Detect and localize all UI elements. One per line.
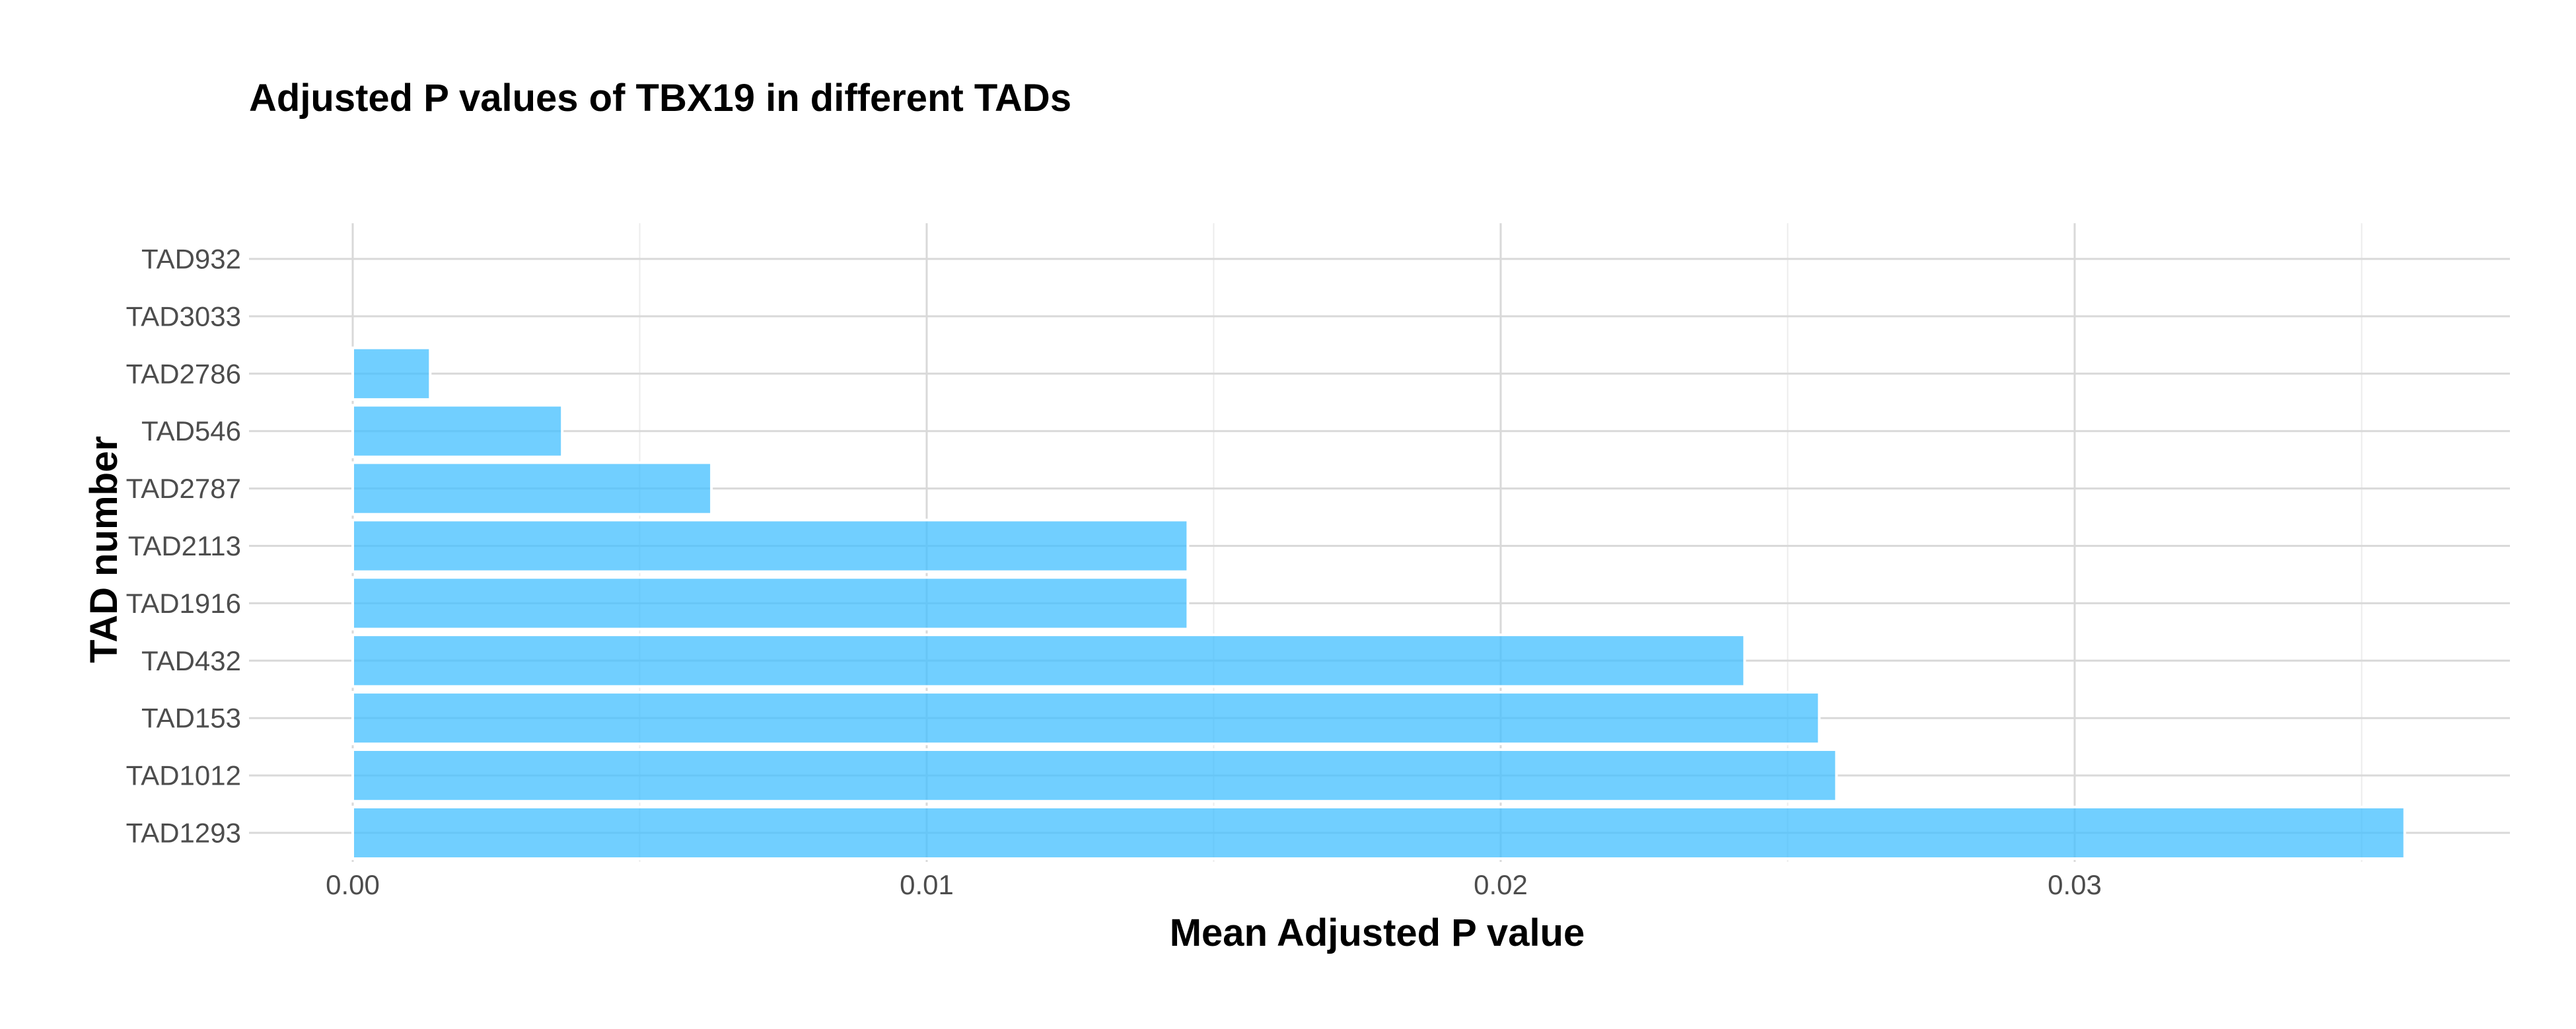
bar: [351, 404, 564, 458]
chart-title: Adjusted P values of TBX19 in different …: [249, 77, 1071, 120]
x-tick-label: 0.02: [1474, 869, 1528, 900]
y-tick-label: TAD932: [141, 244, 241, 275]
y-tick-label: TAD2787: [126, 473, 241, 504]
x-tick-label: 0.00: [326, 869, 380, 900]
y-tick-label: TAD1293: [126, 818, 241, 849]
y-axis-tick-labels: TAD932 TAD3033 TAD2786 TAD546 TAD2787 TAD2113…: [126, 244, 241, 849]
x-axis-title: Mean Adjusted P value: [1170, 911, 1585, 954]
bar: [351, 576, 1190, 631]
y-tick-label: TAD546: [141, 415, 241, 446]
bar: [351, 461, 713, 516]
x-tick-label: 0.03: [2048, 869, 2102, 900]
y-tick-label: TAD153: [141, 703, 241, 734]
y-tick-label: TAD2786: [126, 358, 241, 389]
y-tick-label: TAD432: [141, 645, 241, 676]
bar: [351, 518, 1190, 573]
x-axis-tick-labels: 0.00 0.01 0.02 0.03: [326, 869, 2102, 900]
bar: [351, 748, 1838, 803]
bar: [351, 346, 432, 401]
bar: [351, 691, 1821, 746]
y-tick-label: TAD3033: [126, 301, 241, 332]
bar: [351, 805, 2406, 861]
bar: [351, 633, 1746, 688]
y-tick-label: TAD1916: [126, 588, 241, 619]
bars: [351, 346, 2406, 861]
y-axis-title: TAD number: [83, 436, 125, 663]
y-tick-label: TAD1012: [126, 760, 241, 791]
y-tick-label: TAD2113: [128, 530, 241, 561]
x-tick-label: 0.01: [900, 869, 954, 900]
